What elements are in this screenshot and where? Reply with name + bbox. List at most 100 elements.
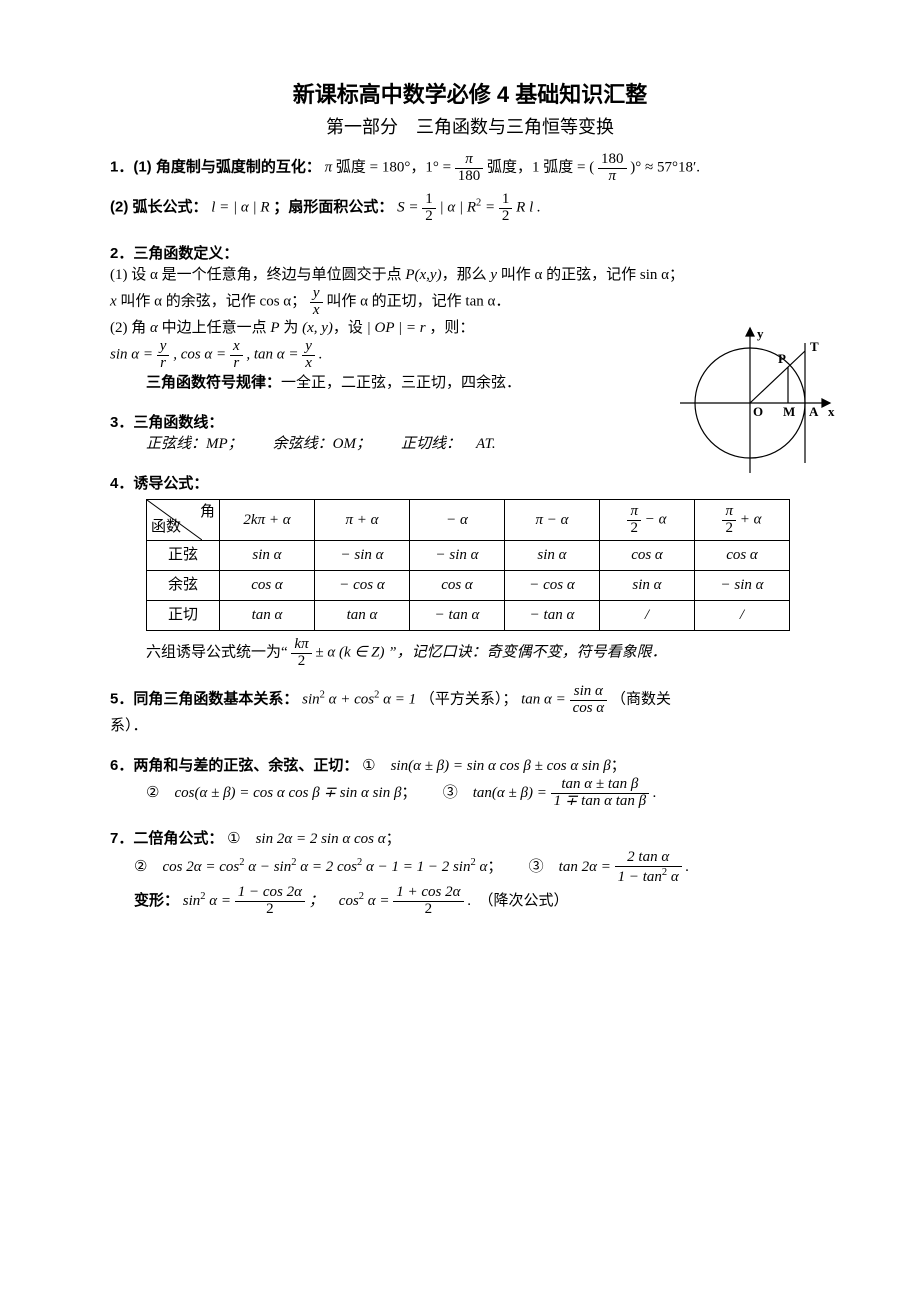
- c: − sin α: [410, 541, 505, 571]
- t: α =: [206, 893, 235, 909]
- t: α = 1: [379, 692, 416, 708]
- sec2-sinfrac: yr: [157, 339, 170, 372]
- t: α = 2 cos: [296, 859, 357, 875]
- sec1-f1d: )° ≈ 57°18′.: [630, 160, 700, 176]
- sup: 2: [476, 198, 481, 209]
- sec1-frac1-den: 180: [455, 169, 484, 185]
- f: y: [302, 339, 315, 356]
- t: α − 1 = 1 − 2 sin: [362, 859, 470, 875]
- table-diag-header: 角 函数: [147, 499, 220, 541]
- t: ；: [611, 758, 626, 774]
- c: − cos α: [505, 571, 600, 601]
- t: ± α (k ∈ Z) ”，记忆口诀：奇变偶不变，符号看象限．: [315, 645, 666, 661]
- f: 2 tan α: [615, 850, 682, 867]
- section-7: 7．二倍角公式： ① sin 2α = 2 sin α cos α； ② cos…: [110, 828, 830, 918]
- f: 1: [499, 192, 513, 209]
- circ: ②: [134, 859, 147, 875]
- diag-M-label: M: [783, 404, 795, 419]
- sec6-num: 6．: [110, 757, 133, 774]
- sec2-l1c: 叫作 α 的正弦，记作 sin α；: [497, 267, 684, 283]
- sec3-heading: 三角函数线：: [133, 414, 223, 431]
- circ: ①: [227, 831, 240, 847]
- f: x: [230, 339, 243, 356]
- t: cos(α ± β) = cos α cos β ∓ sin α sin β: [174, 785, 401, 801]
- sec2-tanlbl: , tan α =: [246, 347, 302, 363]
- c: sin α: [220, 541, 315, 571]
- sec1-f1b: 弧度 = 180°，1° =: [332, 160, 455, 176]
- sec2-l3d: ，设: [333, 320, 367, 336]
- c: sin α: [505, 541, 600, 571]
- sec4-num: 4．: [110, 475, 133, 492]
- c: tan α: [315, 601, 410, 631]
- t: α: [667, 869, 679, 885]
- sec2-l2b: 叫作 α 的正切，记作 tan α．: [326, 294, 510, 310]
- sec7-heading: 二倍角公式：: [133, 830, 223, 847]
- sec2-l1a: (1) 设 α 是一个任意角，终边与单位圆交于点: [110, 267, 405, 283]
- t: 系）．: [110, 718, 148, 734]
- f: 1: [422, 192, 436, 209]
- c: /: [695, 601, 790, 631]
- sec6-heading: 两角和与差的正弦、余弦、正切：: [133, 757, 358, 774]
- t: （商数关: [611, 692, 671, 708]
- sec2-l1p: P(x,y): [405, 267, 441, 283]
- section-1-2: (2) 弧长公式： l = | α | R ；扇形面积公式： S = 12 | …: [110, 192, 830, 225]
- th: π2 + α: [695, 499, 790, 541]
- diag-x-label: x: [828, 404, 835, 419]
- sec1-num: 1．: [110, 159, 133, 176]
- sec2-l4end: .: [319, 347, 323, 363]
- sec2-sinlbl: sin α =: [110, 347, 157, 363]
- sec1-p2-f2b: | α | R: [439, 200, 476, 216]
- f: x: [302, 356, 315, 372]
- diag-top: 角: [200, 502, 215, 523]
- sec2-l3xy: (x, y): [302, 320, 333, 336]
- th: 2kπ + α: [220, 499, 315, 541]
- diag-O-label: O: [753, 404, 763, 419]
- c: − tan α: [410, 601, 505, 631]
- sec1-p1-label: (1) 角度制与弧度制的互化：: [133, 159, 321, 176]
- sec4-note: 六组诱导公式统一为“ kπ2 ± α (k ∈ Z) ”，记忆口诀：奇变偶不变，…: [146, 637, 830, 670]
- sec2-l2frac: yx: [310, 286, 323, 319]
- c: cos α: [220, 571, 315, 601]
- induction-table: 角 函数 2kπ + α π + α − α π − α π2 − α π2 +…: [146, 499, 790, 632]
- t: + α: [736, 512, 762, 528]
- t: α =: [364, 893, 393, 909]
- section-4: 4．诱导公式： 角 函数 2kπ + α π + α − α π − α π2 …: [110, 473, 830, 670]
- t: tan α =: [521, 692, 569, 708]
- t: α − sin: [244, 859, 291, 875]
- sec2-tanfrac: yx: [302, 339, 315, 372]
- sec1-p2-f2c: =: [485, 200, 499, 216]
- circ: ③: [443, 785, 458, 801]
- sec2-l1b: ，那么: [442, 267, 491, 283]
- sec5-num: 5．: [110, 691, 133, 708]
- c: tan α: [220, 601, 315, 631]
- f: 2: [722, 521, 736, 537]
- t: （平方关系）；: [420, 692, 518, 708]
- f: 2: [291, 654, 311, 670]
- f: π: [627, 504, 641, 521]
- f: 2: [235, 902, 305, 918]
- sec1-frac1-num: π: [455, 152, 484, 169]
- diag-A-label: A: [809, 404, 819, 419]
- t: ；: [386, 831, 401, 847]
- table-row: 余弦 cos α − cos α cos α − cos α sin α − s…: [147, 571, 790, 601]
- page-subtitle: 第一部分 三角函数与三角恒等变换: [110, 115, 830, 140]
- f: y: [157, 339, 170, 356]
- sec7-varlabel: 变形：: [134, 892, 179, 909]
- c: /: [600, 601, 695, 631]
- t: ；: [487, 859, 495, 875]
- f: r: [157, 356, 170, 372]
- t: sin 2α = 2 sin α cos α: [256, 831, 386, 847]
- sec5-heading: 同角三角函数基本关系：: [133, 691, 298, 708]
- sec1-f1a: π: [325, 160, 333, 176]
- c: cos α: [410, 571, 505, 601]
- sec2-l3b: 中边上任意一点: [158, 320, 271, 336]
- circ: ①: [362, 758, 375, 774]
- diag-bot: 函数: [151, 517, 181, 538]
- f: 2: [422, 209, 436, 225]
- t: sin: [302, 692, 320, 708]
- sec2-l3op: | OP | = r: [367, 320, 426, 336]
- diag-y-label: y: [757, 326, 764, 341]
- sec2-l3e: ，则：: [426, 320, 475, 336]
- t: 六组诱导公式统一为“: [146, 645, 288, 661]
- sec1-p2-frac1: 12: [422, 192, 436, 225]
